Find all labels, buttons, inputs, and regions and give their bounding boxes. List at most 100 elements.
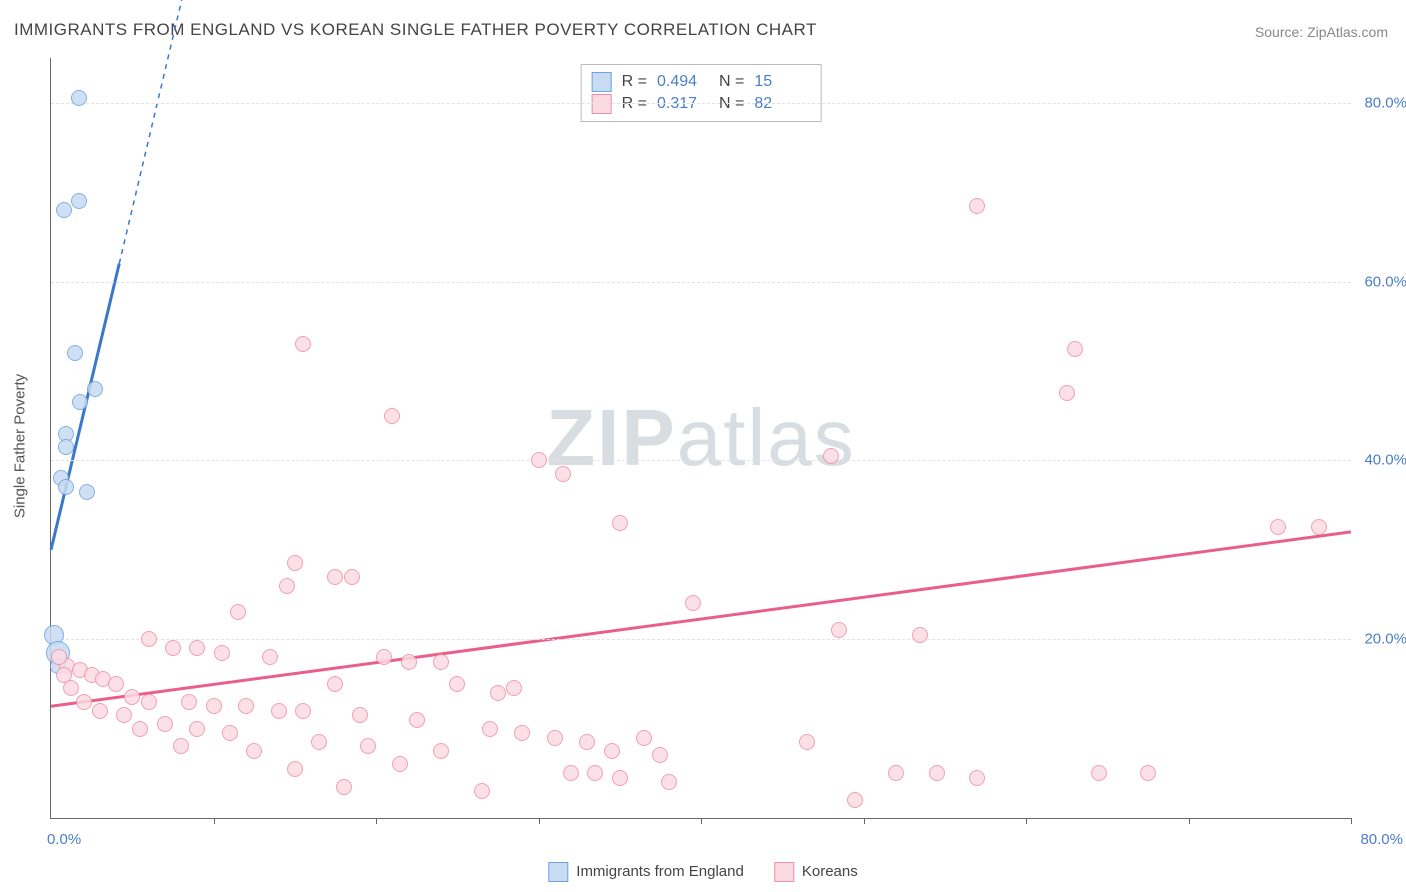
scatter-point [230, 604, 246, 620]
scatter-point [1067, 341, 1083, 357]
scatter-point [51, 649, 67, 665]
scatter-point [392, 756, 408, 772]
legend-swatch [774, 862, 794, 882]
scatter-point [92, 703, 108, 719]
scatter-point [888, 765, 904, 781]
scatter-point [295, 336, 311, 352]
chart-title: IMMIGRANTS FROM ENGLAND VS KOREAN SINGLE… [14, 20, 817, 40]
source-label: Source: [1255, 24, 1307, 40]
x-axis-max-label: 80.0% [1360, 831, 1403, 848]
bottom-legend-item: Koreans [774, 862, 858, 882]
scatter-point [108, 676, 124, 692]
scatter-point [352, 707, 368, 723]
scatter-point [132, 721, 148, 737]
scatter-point [1270, 519, 1286, 535]
x-tick [376, 818, 377, 824]
scatter-point [652, 747, 668, 763]
scatter-plot-area: ZIPatlas R =0.494N =15R =0.317N =82 0.0%… [50, 58, 1351, 819]
scatter-point [636, 730, 652, 746]
scatter-point [327, 569, 343, 585]
legend-swatch [592, 72, 612, 92]
scatter-point [929, 765, 945, 781]
scatter-point [547, 730, 563, 746]
scatter-point [604, 743, 620, 759]
x-tick [1026, 818, 1027, 824]
scatter-point [831, 622, 847, 638]
scatter-point [1091, 765, 1107, 781]
scatter-point [56, 202, 72, 218]
y-tick-label: 20.0% [1364, 631, 1406, 648]
stats-n-label: N = [719, 93, 744, 115]
scatter-point [189, 721, 205, 737]
scatter-point [58, 439, 74, 455]
scatter-point [612, 770, 628, 786]
gridline-h [51, 103, 1351, 104]
source-value: ZipAtlas.com [1307, 24, 1388, 40]
scatter-point [344, 569, 360, 585]
scatter-point [67, 345, 83, 361]
watermark-light: atlas [677, 393, 856, 482]
scatter-point [1059, 385, 1075, 401]
scatter-point [384, 408, 400, 424]
scatter-point [1311, 519, 1327, 535]
x-tick [1189, 818, 1190, 824]
scatter-point [376, 649, 392, 665]
bottom-legend-item: Immigrants from England [548, 862, 744, 882]
scatter-point [79, 484, 95, 500]
scatter-point [311, 734, 327, 750]
scatter-point [58, 479, 74, 495]
gridline-h [51, 460, 1351, 461]
scatter-point [969, 198, 985, 214]
scatter-point [72, 394, 88, 410]
stats-r-value: 0.494 [657, 71, 709, 93]
scatter-point [482, 721, 498, 737]
scatter-point [969, 770, 985, 786]
legend-label: Koreans [802, 863, 858, 880]
x-tick [864, 818, 865, 824]
scatter-point [474, 783, 490, 799]
legend-swatch [592, 94, 612, 114]
scatter-point [531, 452, 547, 468]
stats-legend-row: R =0.494N =15 [592, 71, 807, 93]
scatter-point [71, 90, 87, 106]
stats-r-label: R = [622, 93, 647, 115]
scatter-point [433, 654, 449, 670]
x-tick [539, 818, 540, 824]
scatter-point [87, 381, 103, 397]
scatter-point [587, 765, 603, 781]
y-tick-label: 60.0% [1364, 273, 1406, 290]
scatter-point [157, 716, 173, 732]
y-tick-label: 40.0% [1364, 452, 1406, 469]
scatter-point [555, 466, 571, 482]
scatter-point [563, 765, 579, 781]
scatter-point [116, 707, 132, 723]
scatter-point [181, 694, 197, 710]
scatter-point [76, 694, 92, 710]
stats-n-value: 15 [754, 71, 806, 93]
scatter-point [141, 694, 157, 710]
scatter-point [360, 738, 376, 754]
scatter-point [71, 193, 87, 209]
scatter-point [685, 595, 701, 611]
y-tick-label: 80.0% [1364, 94, 1406, 111]
stats-legend-row: R =0.317N =82 [592, 93, 807, 115]
scatter-point [1140, 765, 1156, 781]
scatter-point [287, 761, 303, 777]
scatter-point [514, 725, 530, 741]
scatter-point [56, 667, 72, 683]
scatter-point [271, 703, 287, 719]
stats-n-value: 82 [754, 93, 806, 115]
scatter-point [490, 685, 506, 701]
scatter-point [141, 631, 157, 647]
scatter-point [612, 515, 628, 531]
x-tick [1351, 818, 1352, 824]
scatter-point [246, 743, 262, 759]
scatter-point [433, 743, 449, 759]
scatter-point [401, 654, 417, 670]
scatter-point [336, 779, 352, 795]
scatter-point [295, 703, 311, 719]
scatter-point [287, 555, 303, 571]
y-axis-label: Single Father Poverty [12, 374, 29, 518]
x-tick [701, 818, 702, 824]
legend-swatch [548, 862, 568, 882]
